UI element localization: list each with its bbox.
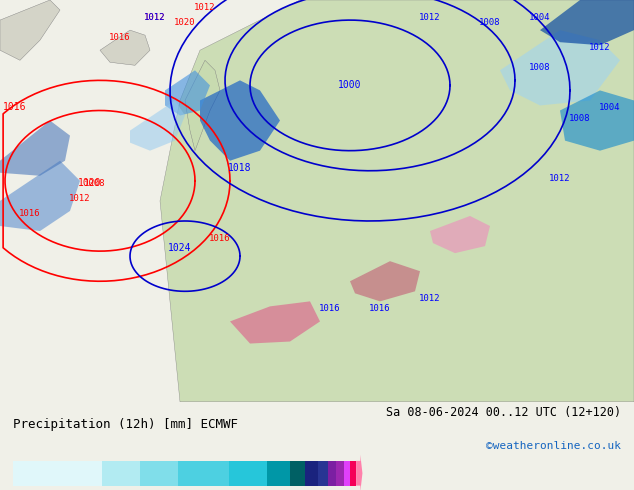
Polygon shape bbox=[540, 0, 634, 45]
Polygon shape bbox=[130, 100, 185, 151]
Polygon shape bbox=[430, 216, 490, 253]
FancyArrow shape bbox=[337, 461, 344, 486]
Polygon shape bbox=[160, 0, 634, 402]
Text: 1008: 1008 bbox=[84, 179, 106, 188]
Text: ©weatheronline.co.uk: ©weatheronline.co.uk bbox=[486, 441, 621, 451]
FancyArrow shape bbox=[356, 455, 363, 490]
FancyArrow shape bbox=[290, 461, 306, 486]
FancyArrow shape bbox=[306, 461, 318, 486]
Polygon shape bbox=[0, 0, 60, 60]
FancyArrow shape bbox=[13, 461, 101, 486]
Text: 1004: 1004 bbox=[529, 13, 551, 22]
Polygon shape bbox=[100, 30, 150, 65]
Text: 1012: 1012 bbox=[194, 3, 216, 12]
Text: 1016: 1016 bbox=[369, 304, 391, 314]
Polygon shape bbox=[500, 30, 620, 105]
Text: 1016: 1016 bbox=[3, 102, 27, 113]
Text: 1012: 1012 bbox=[69, 194, 91, 203]
Text: Sa 08-06-2024 00..12 UTC (12+120): Sa 08-06-2024 00..12 UTC (12+120) bbox=[386, 406, 621, 419]
Text: 1000: 1000 bbox=[339, 80, 362, 90]
Text: 1012: 1012 bbox=[549, 174, 571, 183]
Text: 1012: 1012 bbox=[419, 294, 441, 303]
Polygon shape bbox=[0, 121, 70, 176]
Text: 1004: 1004 bbox=[599, 103, 621, 113]
FancyArrow shape bbox=[328, 461, 337, 486]
Polygon shape bbox=[200, 80, 280, 161]
Text: 1016: 1016 bbox=[320, 304, 340, 314]
Polygon shape bbox=[350, 261, 420, 301]
Text: 1024: 1024 bbox=[168, 243, 191, 253]
Text: 1008: 1008 bbox=[529, 63, 551, 73]
Text: 1012: 1012 bbox=[145, 13, 165, 22]
Polygon shape bbox=[185, 60, 220, 151]
FancyArrow shape bbox=[140, 461, 178, 486]
FancyArrow shape bbox=[267, 461, 290, 486]
Text: 1016: 1016 bbox=[109, 33, 131, 42]
Polygon shape bbox=[0, 161, 80, 231]
Polygon shape bbox=[560, 90, 634, 151]
Text: 1008: 1008 bbox=[569, 114, 591, 122]
FancyArrow shape bbox=[344, 461, 351, 486]
Polygon shape bbox=[165, 70, 210, 116]
FancyArrow shape bbox=[318, 461, 328, 486]
Text: 1020: 1020 bbox=[78, 178, 101, 188]
Text: 1008: 1008 bbox=[479, 18, 501, 27]
FancyArrow shape bbox=[351, 461, 356, 486]
Text: 1020: 1020 bbox=[174, 18, 196, 27]
Text: 1012: 1012 bbox=[145, 13, 165, 22]
Text: 1016: 1016 bbox=[209, 234, 231, 243]
Text: Precipitation (12h) [mm] ECMWF: Precipitation (12h) [mm] ECMWF bbox=[13, 417, 238, 431]
FancyArrow shape bbox=[178, 461, 229, 486]
Text: 1012: 1012 bbox=[589, 43, 611, 52]
Text: 1016: 1016 bbox=[19, 209, 41, 218]
Polygon shape bbox=[230, 301, 320, 343]
FancyArrow shape bbox=[229, 461, 267, 486]
FancyArrow shape bbox=[101, 461, 140, 486]
Text: 1012: 1012 bbox=[419, 13, 441, 22]
Text: 1018: 1018 bbox=[228, 163, 252, 173]
